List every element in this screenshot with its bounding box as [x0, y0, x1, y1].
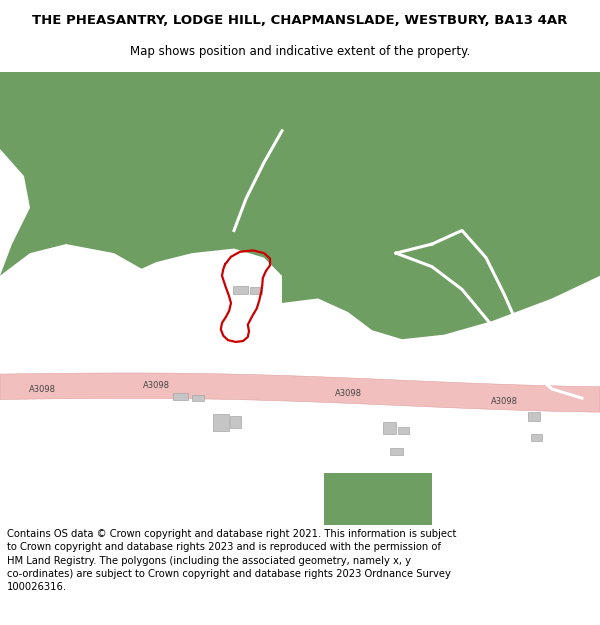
Bar [230, 416, 241, 428]
Bar [390, 448, 403, 455]
Polygon shape [0, 373, 600, 412]
Polygon shape [0, 72, 600, 339]
Text: A3098: A3098 [143, 381, 170, 390]
Bar [233, 286, 248, 294]
Text: THE PHEASANTRY, LODGE HILL, CHAPMANSLADE, WESTBURY, BA13 4AR: THE PHEASANTRY, LODGE HILL, CHAPMANSLADE… [32, 14, 568, 27]
Text: Map shows position and indicative extent of the property.: Map shows position and indicative extent… [130, 45, 470, 58]
Text: A3098: A3098 [335, 389, 361, 398]
Bar [173, 392, 188, 400]
Polygon shape [324, 473, 432, 525]
Bar [250, 287, 262, 294]
Text: Contains OS data © Crown copyright and database right 2021. This information is : Contains OS data © Crown copyright and d… [7, 529, 457, 592]
Bar [531, 434, 542, 441]
Polygon shape [114, 249, 282, 344]
Bar [383, 422, 396, 434]
Bar [192, 394, 204, 401]
Text: A3098: A3098 [29, 384, 56, 394]
Text: A3098: A3098 [491, 398, 517, 406]
Bar [398, 427, 409, 434]
Bar [213, 414, 229, 431]
Bar [528, 412, 540, 421]
